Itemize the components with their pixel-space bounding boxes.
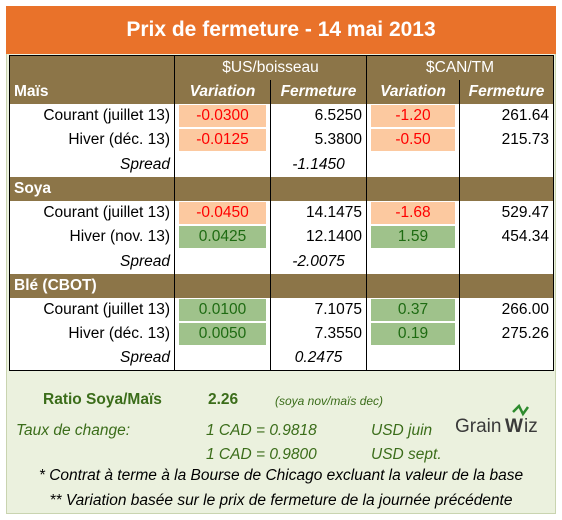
svg-text:Grain: Grain (455, 416, 501, 437)
us-close-value: 14.1475 (269, 201, 368, 226)
us-variation-cell: -0.0125 (174, 128, 271, 153)
spread-row: Spread -2.0075 (9, 249, 555, 274)
can-close-value: 215.73 (459, 128, 555, 153)
can-variation-cell: 0.37 (366, 298, 461, 323)
us-fermeture-header: Fermeture (269, 79, 368, 104)
us-close-value: 5.3800 (269, 128, 368, 153)
table-row: Hiver (déc. 13) -0.0125 5.3800 -0.50 215… (9, 128, 555, 153)
section-header-row: Soya (9, 176, 555, 201)
spread-value: 0.2475 (269, 346, 368, 372)
us-close-value: 7.1075 (269, 298, 368, 323)
us-variation-cell: 0.0050 (174, 322, 271, 347)
us-variation-cell: 0.0100 (174, 298, 271, 323)
spread-label: Spread (9, 249, 175, 274)
section-header-row: Maïs Variation Fermeture Variation Ferme… (9, 79, 555, 104)
can-unit-header: $CAN/TM (366, 54, 555, 80)
us-close-value: 12.1400 (269, 225, 368, 250)
us-variation-value: 0.0050 (179, 323, 266, 346)
can-variation-value: -0.50 (371, 129, 456, 152)
footnote-1: * Contrat à terme à la Bourse de Chicago… (38, 467, 524, 484)
can-close-value: 275.26 (459, 322, 555, 347)
can-variation-value: -1.68 (371, 202, 456, 225)
table-row: Hiver (nov. 13) 0.0425 12.1400 1.59 454.… (9, 225, 555, 250)
page-title: Prix de fermeture - 14 mai 2013 (6, 6, 556, 54)
can-close-value: 266.00 (459, 298, 555, 323)
header-empty (9, 54, 175, 80)
row-label: Courant (juillet 13) (9, 298, 175, 323)
us-variation-value: -0.0300 (179, 105, 266, 128)
us-variation-cell: 0.0425 (174, 225, 271, 250)
exchange-rate-2: 1 CAD = 0.9800 (206, 446, 317, 463)
ratio-note: (soya nov/maïs dec) (275, 394, 384, 408)
us-variation-cell: -0.0300 (174, 104, 271, 129)
spread-row: Spread -1.1450 (9, 152, 555, 177)
us-variation-value: -0.0125 (179, 129, 266, 152)
us-variation-value: 0.0425 (179, 226, 266, 249)
us-close-value: 6.5250 (269, 104, 368, 129)
row-label: Hiver (déc. 13) (9, 128, 175, 153)
row-label: Hiver (nov. 13) (9, 225, 175, 250)
spread-value: -1.1450 (269, 152, 368, 177)
exchange-unit-1: USD juin (371, 422, 433, 439)
row-label: Courant (juillet 13) (9, 201, 175, 226)
spread-value: -2.0075 (269, 249, 368, 274)
us-unit-header: $US/boisseau (173, 54, 368, 80)
exchange-rate-1: 1 CAD = 0.9818 (206, 422, 317, 439)
table-row: Hiver (déc. 13) 0.0050 7.3550 0.19 275.2… (9, 322, 555, 347)
price-table: $US/boisseau $CAN/TM Maïs Variation Ferm… (9, 54, 555, 372)
svg-text:W: W (505, 416, 523, 437)
us-variation-cell: -0.0450 (174, 201, 271, 226)
can-variation-cell: 0.19 (366, 322, 461, 347)
row-label: Hiver (déc. 13) (9, 322, 175, 347)
section-name: Blé (CBOT) (9, 273, 175, 298)
table-row: Courant (juillet 13) -0.0450 14.1475 -1.… (9, 201, 555, 226)
spread-label: Spread (9, 152, 175, 177)
can-variation-cell: 1.59 (366, 225, 461, 250)
grainwiz-logo: Grain W iz (455, 404, 538, 437)
can-variation-value: 1.59 (371, 226, 456, 249)
svg-text:iz: iz (524, 416, 538, 437)
can-variation-cell: -0.50 (366, 128, 461, 153)
us-variation-header: Variation (174, 79, 271, 104)
ratio-label: Ratio Soya/Maïs (43, 391, 162, 408)
can-fermeture-header: Fermeture (459, 79, 555, 104)
section-header-row: Blé (CBOT) (9, 273, 555, 298)
can-variation-cell: -1.68 (366, 201, 461, 226)
can-close-value: 261.64 (459, 104, 555, 129)
exchange-unit-2: USD sept. (371, 446, 442, 463)
can-close-value: 454.34 (459, 225, 555, 250)
can-variation-value: 0.19 (371, 323, 456, 346)
table-row: Courant (juillet 13) -0.0300 6.5250 -1.2… (9, 104, 555, 129)
section-name: Soya (9, 176, 175, 201)
row-label: Courant (juillet 13) (9, 104, 175, 129)
us-variation-value: 0.0100 (179, 299, 266, 322)
footnote-2: ** Variation basée sur le prix de fermet… (49, 492, 513, 509)
table-row: Courant (juillet 13) 0.0100 7.1075 0.37 … (9, 298, 555, 323)
section-name: Maïs (9, 79, 175, 104)
spread-label: Spread (9, 346, 175, 372)
can-variation-cell: -1.20 (366, 104, 461, 129)
ratio-value: 2.26 (208, 391, 239, 408)
can-variation-header: Variation (366, 79, 461, 104)
us-close-value: 7.3550 (269, 322, 368, 347)
can-close-value: 529.47 (459, 201, 555, 226)
spread-row: Spread 0.2475 (9, 346, 555, 372)
unit-header-row: $US/boisseau $CAN/TM (9, 54, 555, 80)
us-variation-value: -0.0450 (179, 202, 266, 225)
can-variation-value: -1.20 (371, 105, 456, 128)
can-variation-value: 0.37 (371, 299, 456, 322)
exchange-label: Taux de change: (16, 422, 131, 439)
